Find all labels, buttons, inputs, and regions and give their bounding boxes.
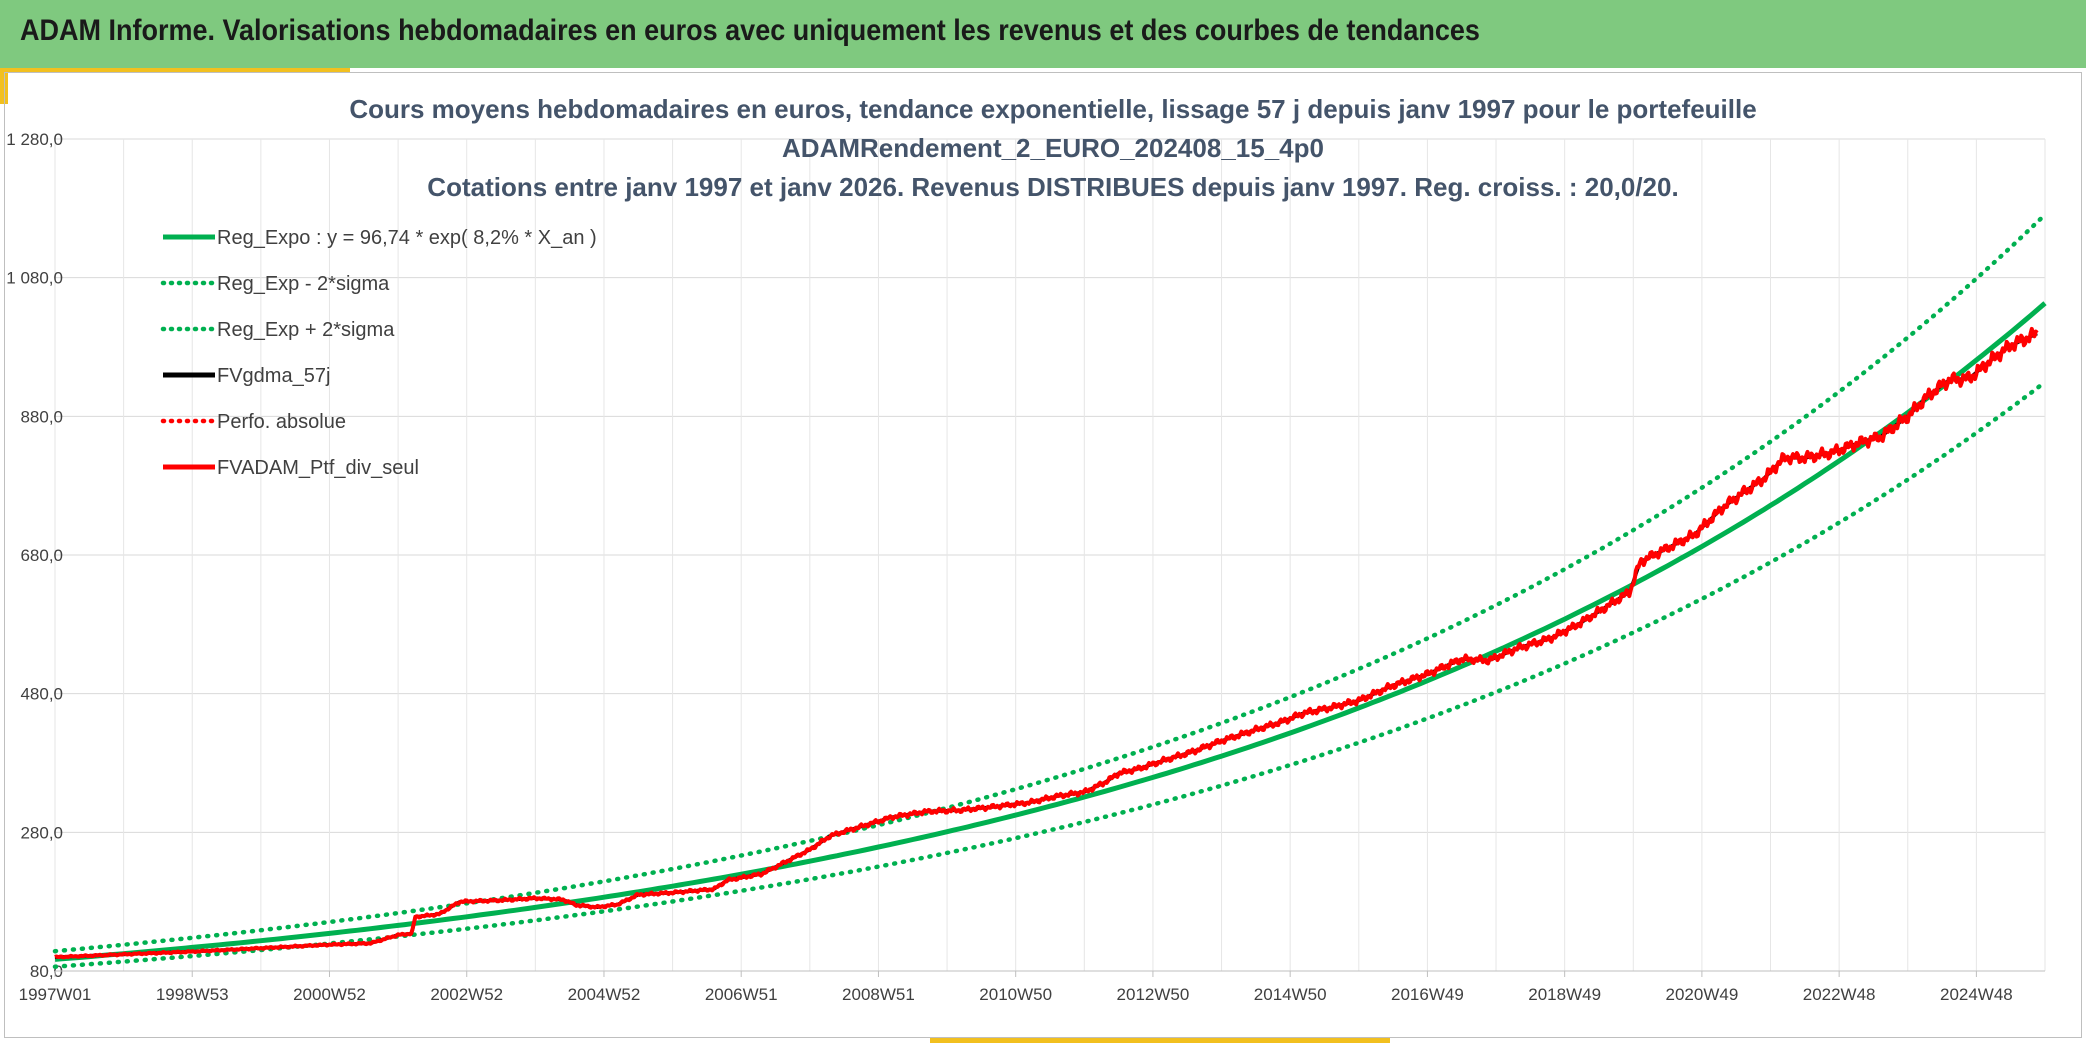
legend-label: FVADAM_Ptf_div_seul bbox=[217, 457, 419, 479]
x-tick-label: 2000W52 bbox=[293, 985, 366, 1004]
x-tick-label: 2020W49 bbox=[1666, 985, 1739, 1004]
x-tick-label: 2008W51 bbox=[842, 985, 915, 1004]
chart-title-line: ADAMRendement_2_EURO_202408_15_4p0 bbox=[782, 133, 1324, 163]
legend-label: Reg_Exp - 2*sigma bbox=[217, 273, 390, 295]
x-tick-label: 2014W50 bbox=[1254, 985, 1327, 1004]
chart-title-line: Cotations entre janv 1997 et janv 2026. … bbox=[427, 172, 1678, 202]
legend-label: Perfo. absolue bbox=[217, 411, 346, 433]
legend-label: Reg_Expo : y = 96,74 * exp( 8,2% * X_an … bbox=[217, 227, 597, 249]
legend-label: FVgdma_57j bbox=[217, 365, 330, 387]
x-tick-label: 2024W48 bbox=[1940, 985, 2013, 1004]
x-tick-label: 1997W01 bbox=[19, 985, 92, 1004]
chart-area: Cours moyens hebdomadaires en euros, ten… bbox=[4, 72, 2082, 1038]
accent-bar-bottom bbox=[930, 1038, 1390, 1043]
x-tick-label: 2012W50 bbox=[1117, 985, 1190, 1004]
page-title: ADAM Informe. Valorisations hebdomadaire… bbox=[20, 14, 1480, 47]
x-tick-label: 2004W52 bbox=[568, 985, 641, 1004]
chart-title-line: Cours moyens hebdomadaires en euros, ten… bbox=[349, 94, 1756, 124]
chart-title: Cours moyens hebdomadaires en euros, ten… bbox=[349, 94, 1756, 202]
y-tick-label: 880,0 bbox=[20, 407, 63, 426]
series-line-exp-high bbox=[52, 212, 2048, 954]
gridlines bbox=[54, 138, 2046, 972]
y-tick-label: 280,0 bbox=[20, 823, 63, 842]
header-bar: ADAM Informe. Valorisations hebdomadaire… bbox=[0, 0, 2086, 68]
series-line-exp bbox=[54, 301, 2047, 962]
series-line-smoothed bbox=[55, 332, 2038, 959]
x-tick-label: 1998W53 bbox=[156, 985, 229, 1004]
x-tick-label: 2016W49 bbox=[1391, 985, 1464, 1004]
y-tick-label: 1 080,0 bbox=[6, 269, 63, 288]
x-tick-label: 2002W52 bbox=[430, 985, 503, 1004]
series-group bbox=[52, 212, 2048, 969]
y-tick-label: 480,0 bbox=[20, 685, 63, 704]
accent-bar-top bbox=[8, 68, 350, 73]
x-tick-label: 2018W49 bbox=[1528, 985, 1601, 1004]
y-tick-label: 680,0 bbox=[20, 546, 63, 565]
line-chart: Cours moyens hebdomadaires en euros, ten… bbox=[6, 94, 2048, 1004]
x-tick-label: 2010W50 bbox=[979, 985, 1052, 1004]
series-line-portfolio bbox=[54, 326, 2039, 960]
x-tick-label: 2006W51 bbox=[705, 985, 778, 1004]
x-axis: 1997W01 1998W53 2000W52 2002W52 2004W52 2006W… bbox=[19, 970, 2045, 1004]
legend-label: Reg_Exp + 2*sigma bbox=[217, 319, 395, 341]
legend: Reg_Expo : y = 96,74 * exp( 8,2% * X_an … bbox=[160, 227, 597, 479]
x-tick-label: 2022W48 bbox=[1803, 985, 1876, 1004]
y-tick-label: 1 280,0 bbox=[6, 130, 63, 149]
